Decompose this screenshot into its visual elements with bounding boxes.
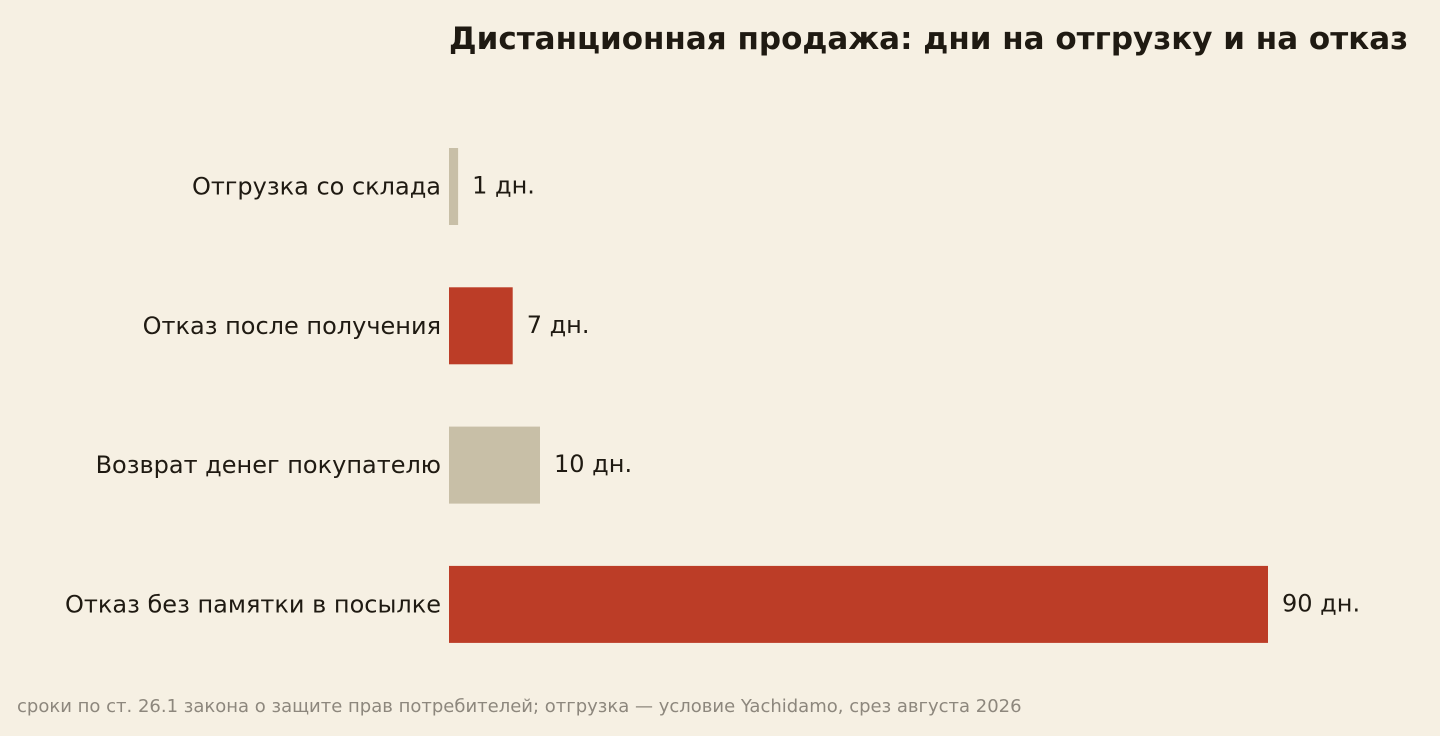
bar bbox=[449, 426, 540, 504]
bar bbox=[449, 148, 459, 225]
category-label: Отгрузка со склада bbox=[192, 173, 441, 201]
value-label: 90 дн. bbox=[1282, 589, 1360, 617]
category-label: Отказ после получения bbox=[143, 312, 441, 340]
bar-group: Возврат денег покупателю 10 дн. bbox=[96, 426, 632, 504]
bar-group: Отказ без памятки в посылке 90 дн. bbox=[65, 565, 1360, 643]
bars-layer: Отгрузка со склада 1 дн. Отказ после получ… bbox=[65, 148, 1360, 643]
category-label: Отказ без памятки в посылке bbox=[65, 590, 441, 618]
value-label: 10 дн. bbox=[554, 450, 632, 478]
category-label: Возврат денег покупателю bbox=[96, 451, 441, 479]
value-label: 7 дн. bbox=[527, 311, 590, 339]
bar-group: Отгрузка со склада 1 дн. bbox=[192, 148, 535, 225]
bar bbox=[449, 287, 513, 365]
bar bbox=[449, 565, 1268, 643]
footnote: сроки по ст. 26.1 закона о защите прав п… bbox=[17, 696, 1022, 717]
value-label: 1 дн. bbox=[472, 172, 535, 200]
chart-title: Дистанционная продажа: дни на отгрузку и… bbox=[449, 21, 1409, 57]
bar-group: Отказ после получения 7 дн. bbox=[143, 287, 590, 365]
